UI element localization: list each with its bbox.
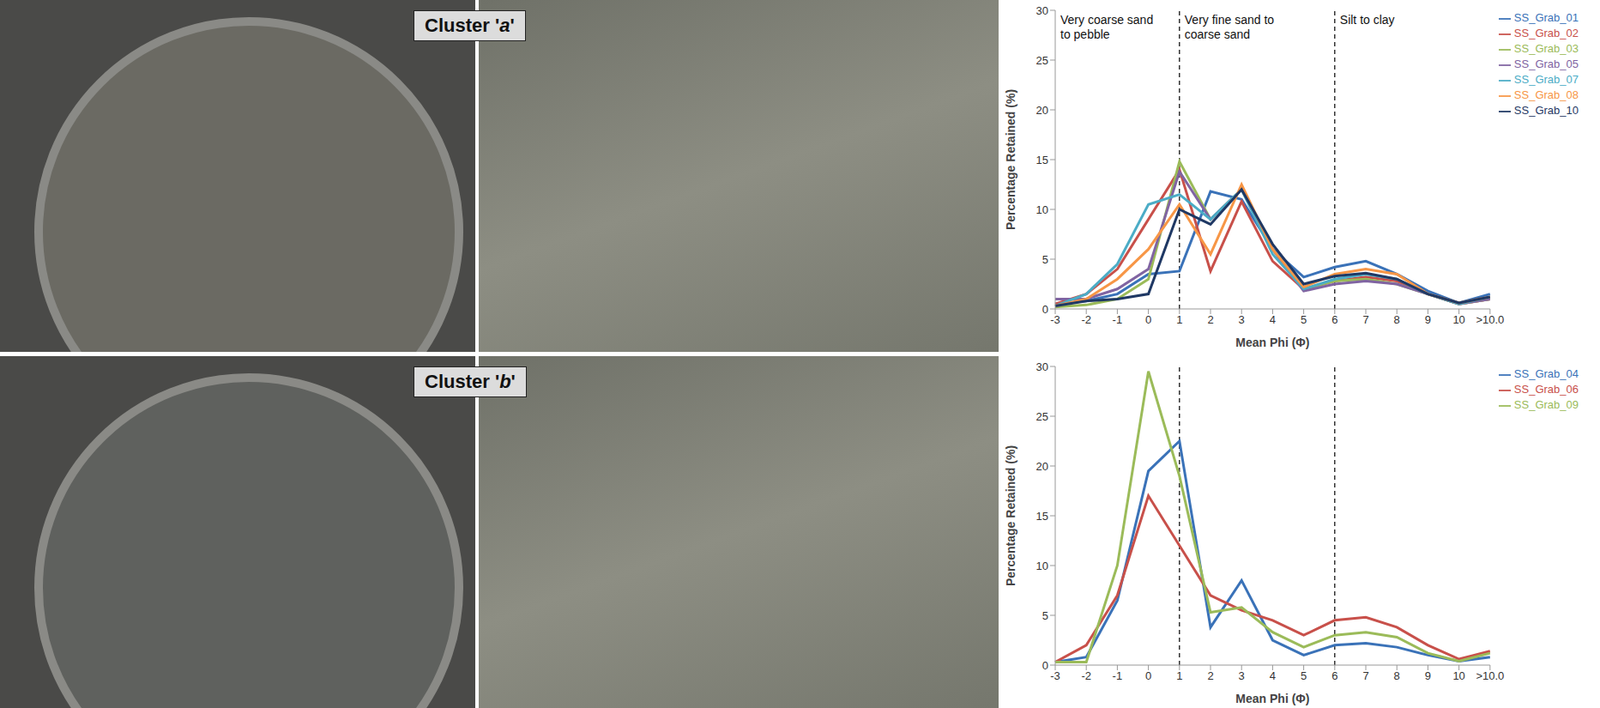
- svg-text:Very coarse sandto pebble: Very coarse sandto pebble: [1060, 12, 1154, 42]
- svg-text:6: 6: [1331, 313, 1338, 327]
- svg-text:-1: -1: [1112, 669, 1124, 683]
- svg-text:4: 4: [1269, 669, 1276, 683]
- svg-text:15: 15: [1036, 153, 1049, 167]
- html-text:SS_Grab_07: SS_Grab_07: [1514, 72, 1579, 86]
- html-text:SS_Grab_04: SS_Grab_04: [1514, 367, 1579, 381]
- html-text:SS_Grab_06: SS_Grab_06: [1514, 382, 1579, 396]
- html-text:SS_Grab_01: SS_Grab_01: [1514, 11, 1579, 25]
- svg-text:4: 4: [1269, 313, 1276, 327]
- svg-text:10: 10: [1452, 313, 1465, 327]
- svg-text:-2: -2: [1080, 313, 1092, 327]
- html-text:SS_Grab_08: SS_Grab_08: [1514, 88, 1579, 102]
- svg-text:Mean Phi (Φ): Mean Phi (Φ): [1235, 335, 1310, 350]
- svg-text:Percentage Retained (%): Percentage Retained (%): [1003, 89, 1018, 230]
- svg-text:Silt to clay: Silt to clay: [1340, 12, 1395, 27]
- html-text:SS_Grab_03: SS_Grab_03: [1514, 42, 1579, 55]
- svg-text:0: 0: [1042, 658, 1049, 672]
- svg-text:10: 10: [1036, 203, 1049, 217]
- svg-text:5: 5: [1042, 609, 1049, 622]
- svg-text:>10.0: >10.0: [1475, 669, 1504, 683]
- svg-text:20: 20: [1036, 459, 1049, 473]
- html-text:SS_Grab_02: SS_Grab_02: [1514, 26, 1579, 40]
- html-text:SS_Grab_09: SS_Grab_09: [1514, 398, 1579, 411]
- svg-text:7: 7: [1362, 313, 1369, 327]
- svg-text:5: 5: [1300, 669, 1307, 683]
- svg-text:10: 10: [1036, 559, 1049, 573]
- svg-text:0: 0: [1042, 302, 1049, 316]
- svg-text:25: 25: [1036, 410, 1049, 423]
- svg-text:Mean Phi (Φ): Mean Phi (Φ): [1235, 691, 1310, 706]
- svg-text:6: 6: [1331, 669, 1338, 683]
- svg-text:30: 30: [1036, 4, 1049, 18]
- svg-text:20: 20: [1036, 103, 1049, 117]
- svg-text:9: 9: [1424, 313, 1431, 327]
- svg-text:15: 15: [1036, 509, 1049, 523]
- svg-text:5: 5: [1042, 253, 1049, 266]
- svg-text:0: 0: [1145, 669, 1152, 683]
- svg-text:-1: -1: [1112, 313, 1124, 327]
- svg-text:0: 0: [1145, 313, 1152, 327]
- html-text:Cluster ' a ': Cluster ' a ': [424, 14, 515, 37]
- svg-text:9: 9: [1424, 669, 1431, 683]
- svg-text:8: 8: [1394, 669, 1401, 683]
- svg-text:2: 2: [1207, 313, 1214, 327]
- svg-text:>10.0: >10.0: [1475, 313, 1504, 327]
- svg-text:30: 30: [1036, 360, 1049, 374]
- html-text:Cluster ' b ': Cluster ' b ': [424, 370, 516, 393]
- svg-text:5: 5: [1300, 313, 1307, 327]
- svg-text:-3: -3: [1050, 669, 1061, 683]
- svg-text:3: 3: [1238, 669, 1245, 683]
- svg-text:7: 7: [1362, 669, 1369, 683]
- svg-text:Percentage Retained (%): Percentage Retained (%): [1003, 445, 1018, 586]
- html-text:SS_Grab_05: SS_Grab_05: [1514, 57, 1579, 71]
- svg-text:25: 25: [1036, 54, 1049, 67]
- html-text:SS_Grab_10: SS_Grab_10: [1514, 103, 1579, 117]
- svg-text:8: 8: [1394, 313, 1401, 327]
- svg-text:Very fine sand tocoarse sand: Very fine sand tocoarse sand: [1184, 12, 1275, 42]
- svg-text:1: 1: [1176, 313, 1183, 327]
- svg-text:-2: -2: [1080, 669, 1092, 683]
- svg-text:1: 1: [1176, 669, 1183, 683]
- svg-text:-3: -3: [1050, 313, 1061, 327]
- svg-text:2: 2: [1207, 669, 1214, 683]
- svg-text:10: 10: [1452, 669, 1465, 683]
- svg-text:3: 3: [1238, 313, 1245, 327]
